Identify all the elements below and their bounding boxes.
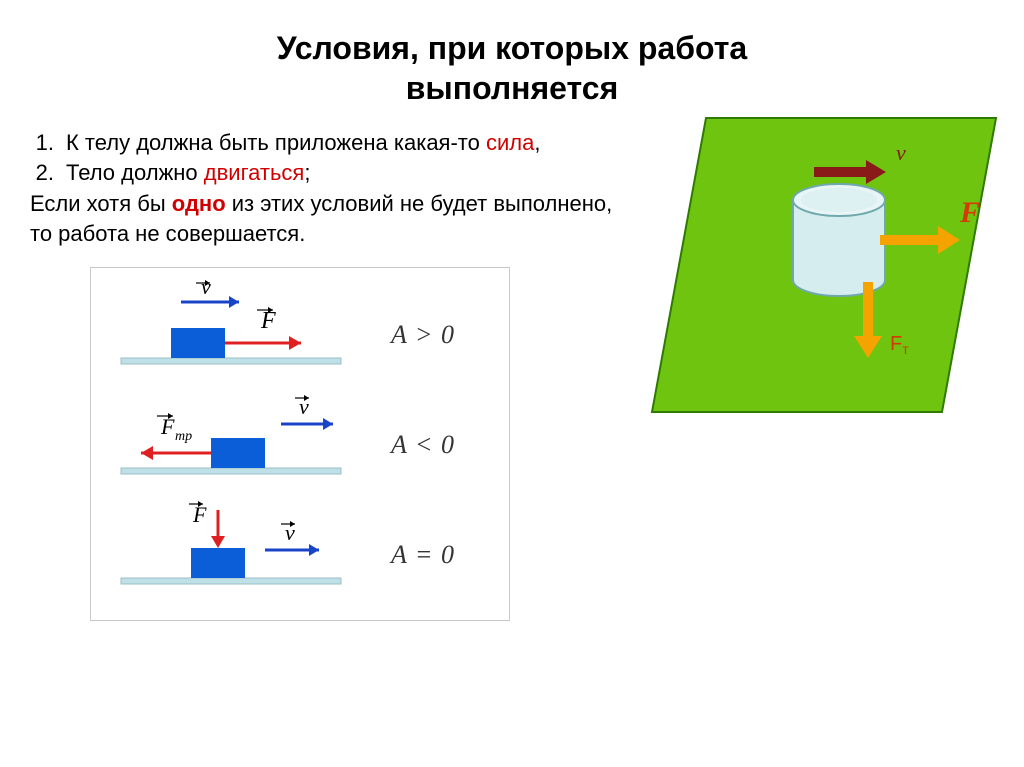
- green-f-label: F: [959, 196, 980, 229]
- li1-pre: К телу должна быть приложена какая-то: [66, 130, 486, 155]
- case-2-eq: A < 0: [361, 427, 455, 462]
- green-v-label: v: [896, 140, 906, 165]
- list-num-2: 2.: [30, 158, 66, 188]
- li2-red: двигаться: [204, 160, 305, 185]
- li1-post: ,: [534, 130, 540, 155]
- cases-diagram: v F A > 0: [90, 267, 510, 621]
- left-column: 1. К телу должна быть приложена какая-то…: [30, 128, 634, 621]
- svg-text:тр: тр: [175, 429, 192, 444]
- list-item-2: 2. Тело должно двигаться;: [30, 158, 634, 188]
- list-text-2: Тело должно двигаться;: [66, 158, 634, 188]
- case-1: v F A > 0: [101, 280, 499, 390]
- page-title: Условия, при которых работа выполняется: [0, 0, 1024, 128]
- title-line-2: выполняется: [406, 70, 619, 106]
- case-3-svg: F v: [101, 500, 361, 610]
- case-3-eq: A = 0: [361, 537, 455, 572]
- case-1-eq: A > 0: [361, 317, 455, 352]
- case-2: v F тр A < 0: [101, 390, 499, 500]
- list-text-1: К телу должна быть приложена какая-то си…: [66, 128, 634, 158]
- case-2-svg: v F тр: [101, 390, 361, 500]
- svg-text:F: F: [160, 414, 175, 439]
- case-1-svg: v F: [101, 280, 361, 390]
- case-3: F v A = 0: [101, 500, 499, 610]
- note-red: одно: [172, 191, 226, 216]
- right-column: v F Fт: [634, 128, 1004, 621]
- title-line-1: Условия, при которых работа: [277, 30, 747, 66]
- green-panel-svg: v F Fт: [644, 110, 1004, 420]
- list-num-1: 1.: [30, 128, 66, 158]
- content-row: 1. К телу должна быть приложена какая-то…: [0, 128, 1024, 621]
- li2-pre: Тело должно: [66, 160, 204, 185]
- li2-post: ;: [304, 160, 310, 185]
- list-item-1: 1. К телу должна быть приложена какая-то…: [30, 128, 634, 158]
- note-text: Если хотя бы одно из этих условий не буд…: [30, 189, 634, 248]
- li1-red: сила: [486, 130, 534, 155]
- note-pre: Если хотя бы: [30, 191, 172, 216]
- green-panel: v F Fт: [644, 110, 1004, 420]
